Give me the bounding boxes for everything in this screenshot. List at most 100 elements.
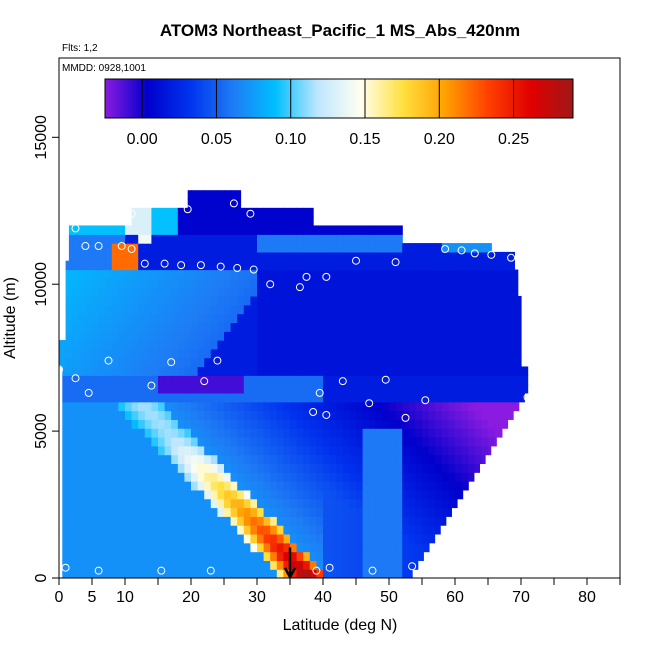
- heatmap-cell: [323, 516, 331, 526]
- heatmap-cell: [270, 225, 278, 235]
- heatmap-cell: [461, 472, 469, 482]
- heatmap-cell: [481, 366, 489, 376]
- heatmap-cell: [138, 278, 146, 288]
- heatmap-cell: [342, 445, 350, 456]
- heatmap-cell: [118, 454, 126, 465]
- heatmap-cell: [197, 516, 205, 526]
- heatmap-cell: [369, 569, 377, 578]
- heatmap-cell: [125, 287, 133, 297]
- heatmap-cell: [329, 392, 337, 403]
- heatmap-cell: [461, 375, 469, 385]
- heatmap-cell: [375, 340, 383, 350]
- heatmap-cell: [494, 375, 502, 385]
- heatmap-cell: [349, 401, 357, 412]
- heatmap-cell: [415, 243, 423, 253]
- heatmap-cell: [78, 331, 86, 341]
- heatmap-cell: [296, 498, 304, 509]
- heatmap-cell: [296, 445, 304, 456]
- heatmap-cell: [171, 384, 179, 394]
- heatmap-cell: [309, 507, 317, 517]
- heatmap-cell: [78, 551, 86, 561]
- heatmap-cell: [191, 295, 199, 306]
- heatmap-cell: [59, 348, 67, 359]
- heatmap-cell: [237, 445, 245, 456]
- heatmap-cell: [375, 463, 383, 473]
- heatmap-cell: [118, 260, 126, 271]
- heatmap-cell: [187, 199, 192, 209]
- heatmap-cell: [158, 251, 166, 262]
- heatmap-cell: [125, 560, 133, 570]
- heatmap-cell: [369, 304, 377, 315]
- heatmap-cell: [382, 436, 390, 447]
- heatmap-cell: [375, 410, 383, 420]
- heatmap-cell: [131, 216, 139, 227]
- heatmap-cell: [323, 525, 331, 535]
- heatmap-cell: [296, 463, 304, 473]
- heatmap-cell: [72, 551, 80, 561]
- heatmap-cell: [197, 481, 205, 491]
- heatmap-cell: [171, 401, 179, 412]
- heatmap-cell: [356, 551, 364, 561]
- heatmap-cell: [78, 322, 86, 332]
- heatmap-cell: [342, 410, 350, 420]
- heatmap-cell: [342, 489, 350, 500]
- heatmap-cell: [389, 445, 397, 456]
- heatmap-cell: [342, 348, 350, 359]
- heatmap-cell: [507, 348, 515, 359]
- profile-point: [157, 566, 166, 575]
- heatmap-cell: [349, 498, 357, 509]
- heatmap-cell: [316, 287, 324, 297]
- heatmap-cell: [263, 251, 271, 262]
- heatmap-cell: [362, 260, 370, 271]
- heatmap-cell: [309, 216, 314, 227]
- heatmap-cell: [263, 243, 271, 253]
- heatmap-cell: [349, 348, 357, 359]
- heatmap-cell: [138, 392, 146, 403]
- heatmap-cell: [111, 401, 119, 412]
- heatmap-cell: [329, 463, 337, 473]
- heatmap-cell: [197, 498, 205, 509]
- heatmap-cell: [125, 481, 133, 491]
- heatmap-cell: [514, 313, 522, 324]
- heatmap-cell: [230, 216, 238, 227]
- heatmap-cell: [474, 401, 482, 412]
- heatmap-cell: [501, 304, 509, 315]
- heatmap-cell: [362, 392, 370, 403]
- heatmap-cell: [191, 331, 199, 341]
- heatmap-cell: [65, 489, 73, 500]
- heatmap-cell: [303, 410, 311, 420]
- heatmap-cell: [395, 542, 403, 553]
- heatmap-cell: [250, 216, 258, 227]
- heatmap-cell: [389, 472, 397, 482]
- heatmap-cell: [375, 472, 383, 482]
- heatmap-cell: [257, 234, 265, 244]
- heatmap-cell: [283, 481, 291, 491]
- heatmap-cell: [382, 410, 390, 420]
- heatmap-cell: [125, 525, 133, 535]
- heatmap-cell: [257, 542, 265, 553]
- heatmap-cell: [369, 525, 377, 535]
- heatmap-cell: [164, 489, 172, 500]
- heatmap-cell: [158, 243, 166, 253]
- heatmap-cell: [171, 348, 179, 359]
- heatmap-cell: [250, 560, 258, 570]
- heatmap-cell: [276, 225, 284, 235]
- heatmap-cell: [105, 401, 113, 412]
- heatmap-cell: [184, 436, 192, 447]
- heatmap-cell: [105, 507, 113, 517]
- heatmap-cell: [356, 366, 364, 376]
- heatmap-cell: [435, 498, 443, 509]
- heatmap-cell: [210, 234, 218, 244]
- heatmap-cell: [349, 384, 357, 394]
- heatmap-cell: [342, 278, 350, 288]
- heatmap-cell: [191, 392, 199, 403]
- heatmap-cell: [501, 322, 509, 332]
- heatmap-cell: [290, 445, 298, 456]
- heatmap-cell: [375, 384, 383, 394]
- heatmap-cell: [158, 392, 166, 403]
- heatmap-cell: [118, 392, 126, 403]
- heatmap-cell: [382, 234, 390, 244]
- heatmap-cell: [395, 384, 403, 394]
- heatmap-cell: [455, 304, 463, 315]
- heatmap-cell: [435, 428, 443, 438]
